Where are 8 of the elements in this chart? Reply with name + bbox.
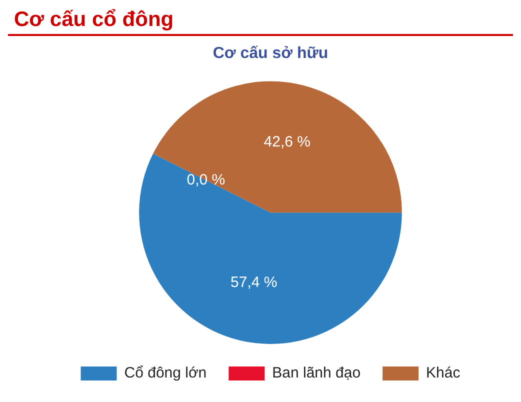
text: 0,0 % (186, 171, 226, 188)
legend-label: Ban lãnh đạo (272, 364, 361, 382)
data-label: 42,6 % (264, 133, 310, 150)
chart-title: Cơ cấu cổ đông (8, 8, 513, 36)
chart-subtitle: Cơ cấu sở hữu (212, 45, 328, 62)
legend-label: Cổ đông lớn (124, 364, 207, 382)
legend-label: Khác (426, 364, 461, 382)
data-label: 57,4 % (230, 274, 278, 292)
